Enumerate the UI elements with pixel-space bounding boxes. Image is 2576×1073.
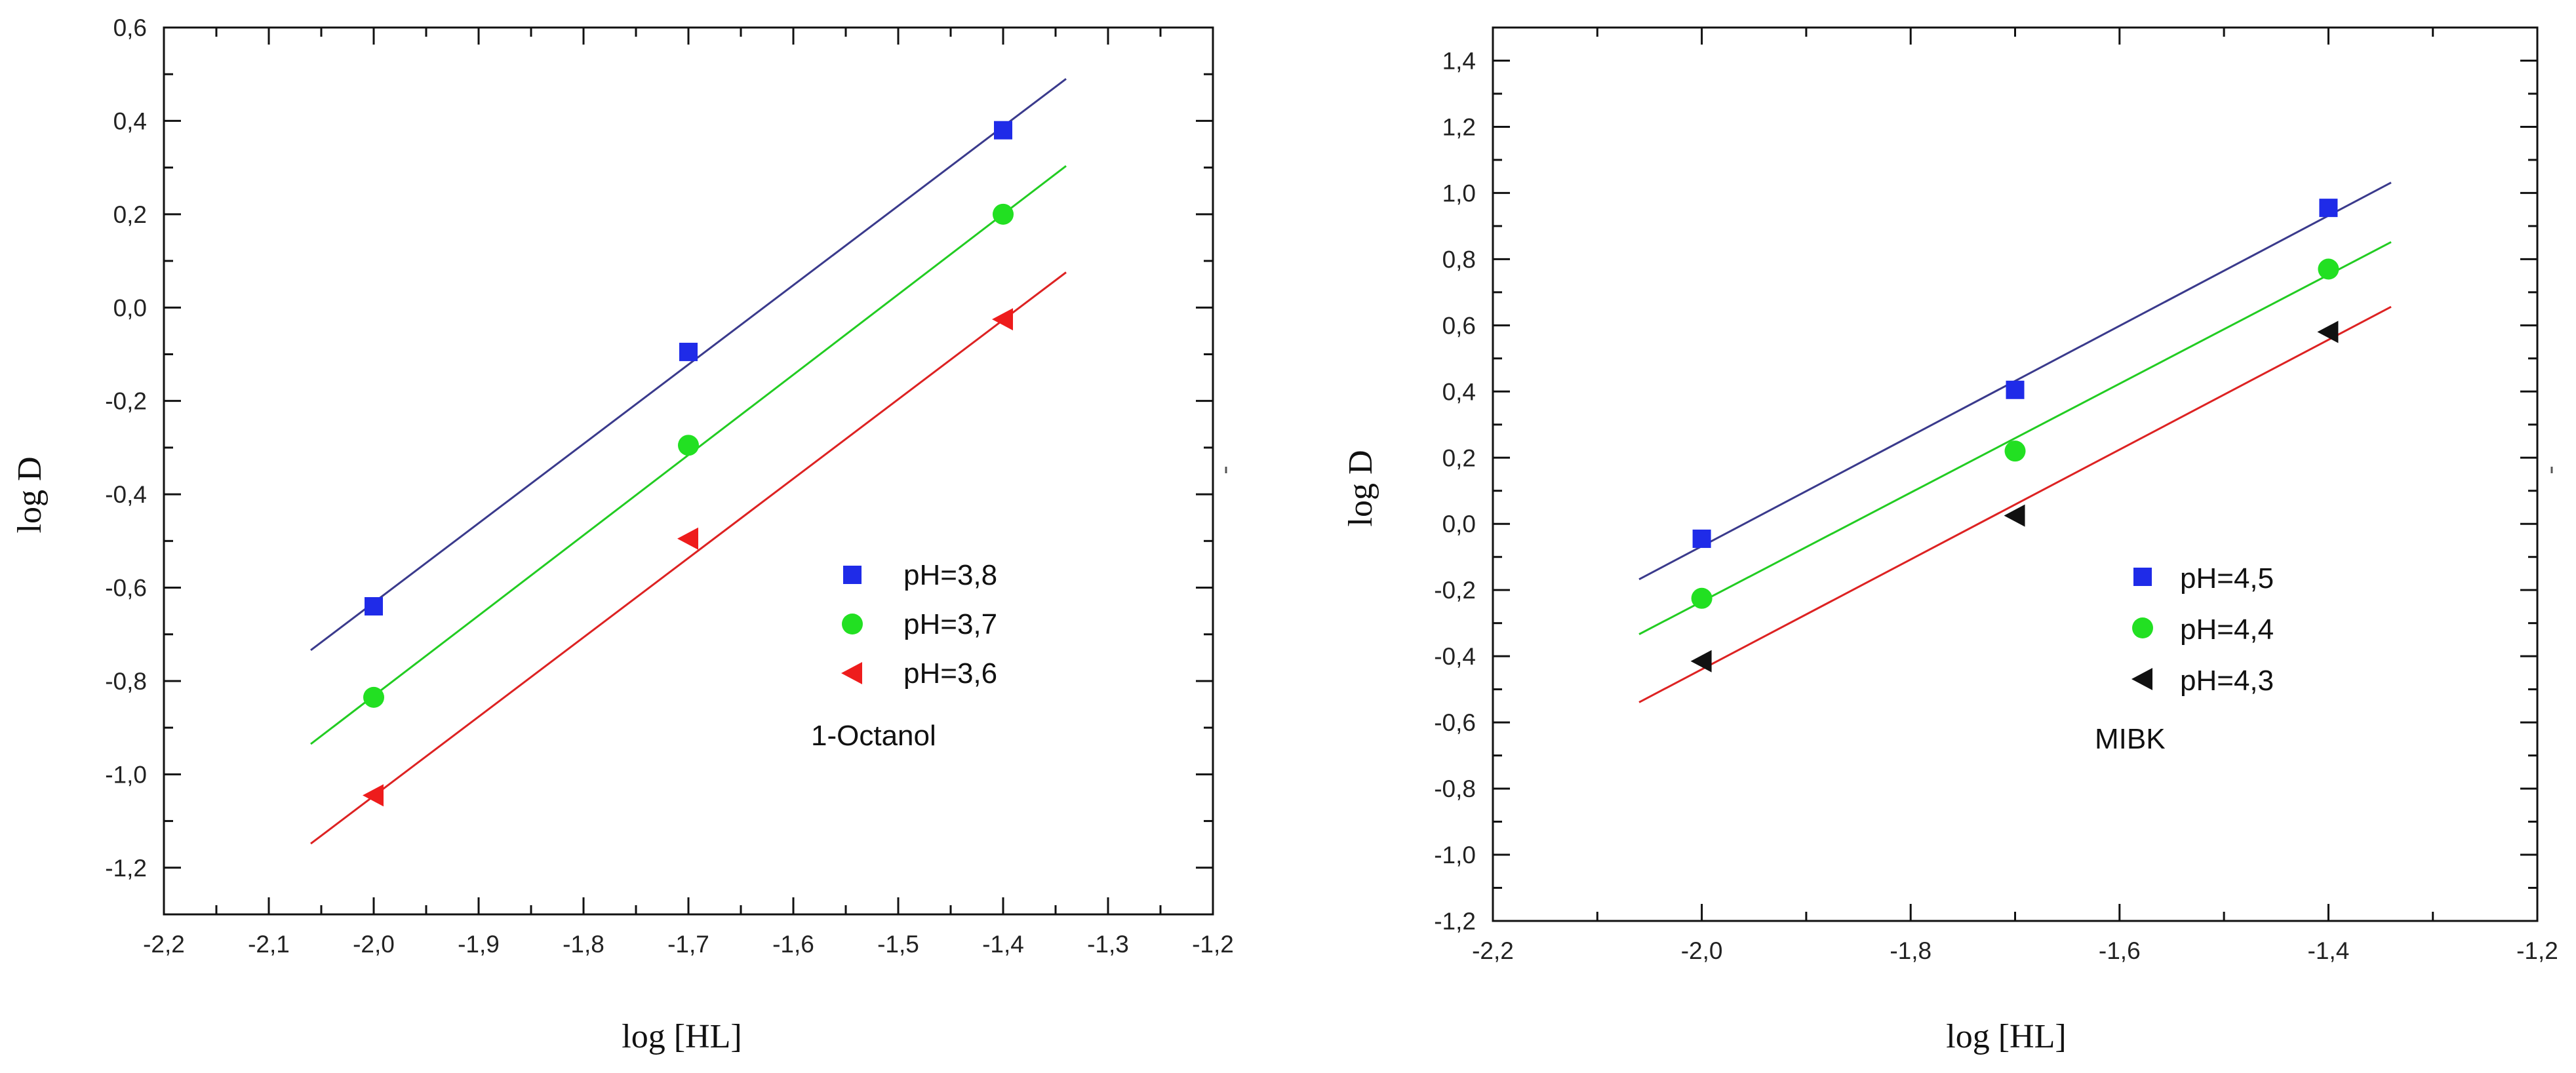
data-point-series-1 (2318, 258, 2339, 280)
y-tick-label: 0,6 (113, 14, 147, 41)
data-point-series-0 (679, 342, 698, 361)
legend-swatch-series-2 (841, 662, 862, 684)
chart-octanol-ylabel: log D (11, 457, 49, 534)
legend-label: pH=4,5 (2180, 562, 2274, 595)
y-tick-label: 0,4 (1442, 378, 1476, 405)
data-point-series-2 (677, 527, 698, 550)
legend-swatch-series-2 (2131, 668, 2152, 690)
y-tick-label: -1,0 (105, 761, 147, 788)
x-tick-label: -2,1 (248, 931, 290, 958)
x-tick-label: -1,2 (2516, 937, 2558, 964)
chart-octanol-xlabel: log [HL] (622, 1018, 742, 1055)
chart-octanol: log D log [HL] 1-Octanol pH=3,8 pH=3,7 p… (11, 14, 1234, 1055)
data-point-series-2 (1690, 650, 1712, 673)
y-tick-label: 0,2 (113, 201, 147, 228)
data-point-series-0 (1692, 529, 1711, 548)
x-tick-label: -1,6 (2099, 937, 2141, 964)
data-point-series-1 (363, 686, 384, 708)
x-tick-label: -2,2 (1472, 937, 1514, 964)
y-tick-label: -1,2 (1434, 908, 1476, 935)
legend-label: pH=4,3 (2180, 665, 2274, 697)
y-tick-label: 1,4 (1442, 47, 1476, 74)
y-tick-label: 0,0 (1442, 511, 1476, 537)
y-tick-label: -0,8 (105, 668, 147, 695)
x-tick-label: -2,0 (1681, 937, 1723, 964)
fit-line-series-2 (1638, 305, 2392, 703)
x-tick-label: -2,0 (353, 931, 395, 958)
legend-swatch-series-1 (842, 614, 863, 634)
y-tick-label: -1,0 (1434, 842, 1476, 868)
data-point-series-0 (2006, 380, 2025, 399)
x-tick-label: -1,9 (458, 931, 500, 958)
y-tick-label: -0,2 (105, 388, 147, 415)
legend: pH=4,5 pH=4,4 pH=4,3 (2180, 562, 2274, 697)
legend-label: pH=3,7 (903, 608, 997, 640)
x-tick-label: -1,8 (563, 931, 604, 958)
legend-swatch-series-1 (2132, 617, 2153, 638)
x-tick-label: -1,4 (2308, 937, 2350, 964)
y-tick-label: 0,6 (1442, 312, 1476, 339)
fit-line-series-2 (310, 271, 1067, 845)
data-point-series-2 (2004, 504, 2025, 527)
y-tick-label: -0,8 (1434, 775, 1476, 802)
data-point-series-0 (365, 597, 383, 616)
legend-label: pH=3,6 (903, 657, 997, 690)
legend-swatch-series-0 (843, 566, 862, 584)
data-point-series-0 (994, 121, 1012, 140)
y-tick-label: -0,2 (1434, 577, 1476, 604)
data-point-series-2 (363, 784, 384, 807)
fit-line-series-1 (1638, 241, 2392, 635)
x-tick-label: -1,8 (1890, 937, 1932, 964)
fit-line-series-0 (310, 78, 1067, 652)
chart-mibk: log D log [HL] MIBK pH=4,5 pH=4,4 pH=4,3… (1342, 26, 2558, 1055)
x-tick-label: -1,6 (772, 931, 814, 958)
y-tick-label: -1,2 (105, 855, 147, 882)
chart-octanol-annotation: 1-Octanol (811, 720, 936, 752)
data-point-series-2 (992, 308, 1013, 331)
x-tick-label: -1,5 (877, 931, 919, 958)
y-tick-label: 0,4 (113, 107, 147, 134)
legend-label: pH=3,8 (903, 559, 997, 591)
chart-mibk-annotation: MIBK (2095, 723, 2166, 755)
chart-mibk-xlabel: log [HL] (1946, 1018, 2066, 1055)
y-tick-label: 0,0 (113, 294, 147, 321)
y-tick-label: 1,0 (1442, 180, 1476, 206)
x-tick-label: -1,4 (982, 931, 1024, 958)
legend-swatch-series-0 (2133, 568, 2152, 586)
y-tick-label: -0,4 (105, 481, 147, 508)
data-point-series-2 (2317, 321, 2339, 343)
y-tick-label: -0,4 (1434, 643, 1476, 670)
x-tick-label: -2,2 (143, 931, 185, 958)
legend-label: pH=4,4 (2180, 614, 2274, 646)
y-tick-label: -0,6 (105, 575, 147, 602)
data-point-series-1 (678, 435, 699, 456)
y-tick-label: -0,6 (1434, 709, 1476, 736)
x-tick-label: -1,3 (1087, 931, 1129, 958)
data-point-series-1 (993, 203, 1014, 225)
y-tick-label: 1,2 (1442, 113, 1476, 140)
x-tick-label: -1,7 (667, 931, 709, 958)
legend: pH=3,8 pH=3,7 pH=3,6 (903, 559, 997, 690)
data-point-series-0 (2319, 199, 2338, 218)
x-tick-label: -1,2 (1192, 931, 1234, 958)
y-tick-label: 0,8 (1442, 246, 1476, 273)
y-tick-label: 0,2 (1442, 444, 1476, 471)
chart-mibk-ylabel: log D (1342, 450, 1379, 527)
data-point-series-1 (2004, 440, 2026, 462)
data-point-series-1 (1691, 587, 1713, 609)
